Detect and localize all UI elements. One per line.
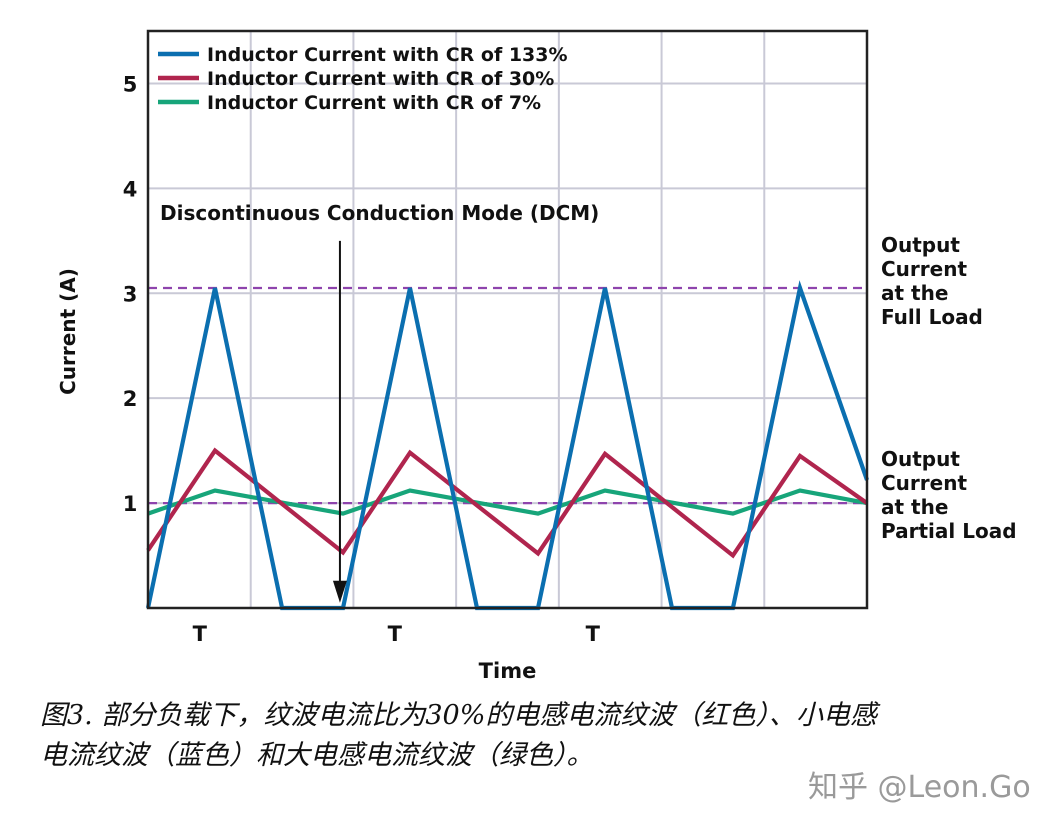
reference-label: Output Current at the Partial Load <box>881 447 1017 543</box>
reference-label: Output Current at the Full Load <box>881 233 983 329</box>
y-tick-label: 1 <box>123 492 138 516</box>
legend: Inductor Current with CR of 133%Inductor… <box>158 44 568 114</box>
reference-label-line: Partial Load <box>881 519 1017 543</box>
dcm-annotation-text: Discontinuous Conduction Mode (DCM) <box>160 201 599 225</box>
reference-label-line: at the <box>881 495 948 519</box>
reference-label-line: Output <box>881 447 960 471</box>
x-period-label: T <box>586 622 601 646</box>
reference-label-line: at the <box>881 281 948 305</box>
caption-line-2: 电流纹波（蓝色）和大电感电流纹波（绿色）。 <box>40 740 594 771</box>
figure-caption: 图3. 部分负载下，纹波电流比为30%的电感电流纹波（红色）、小电感 电流纹波（… <box>40 696 1040 776</box>
dcm-arrow-head <box>332 580 347 603</box>
legend-label: Inductor Current with CR of 133% <box>207 44 568 66</box>
y-ticks: 1 2 3 4 5 <box>123 72 138 516</box>
series-line <box>145 280 869 611</box>
x-period-label: T <box>388 622 403 646</box>
x-axis-label: Time <box>479 659 537 683</box>
caption-line-1: 图3. 部分负载下，纹波电流比为30%的电感电流纹波（红色）、小电感 <box>40 700 877 731</box>
y-tick-label: 4 <box>123 177 138 201</box>
reference-label-line: Output <box>881 233 960 257</box>
reference-label-line: Current <box>881 257 967 281</box>
legend-label: Inductor Current with CR of 30% <box>207 68 554 90</box>
y-tick-label: 3 <box>123 282 138 306</box>
y-tick-label: 2 <box>123 387 138 411</box>
x-period-label: T <box>193 622 208 646</box>
reference-label-line: Full Load <box>881 305 983 329</box>
y-axis-label: Current (A) <box>56 268 80 395</box>
series-lines <box>145 280 869 611</box>
annotation: Discontinuous Conduction Mode (DCM) <box>160 201 599 603</box>
plot-frame <box>146 29 869 610</box>
reference-label-line: Current <box>881 471 967 495</box>
chart: 1 2 3 4 5 T T T Discontinuous Conduction Mode … <box>56 29 1017 683</box>
reference-lines <box>148 286 867 505</box>
grid <box>148 31 867 608</box>
legend-label: Inductor Current with CR of 7% <box>207 92 541 114</box>
watermark: 知乎 @Leon.Go <box>808 770 1031 805</box>
y-tick-label: 5 <box>123 72 138 96</box>
